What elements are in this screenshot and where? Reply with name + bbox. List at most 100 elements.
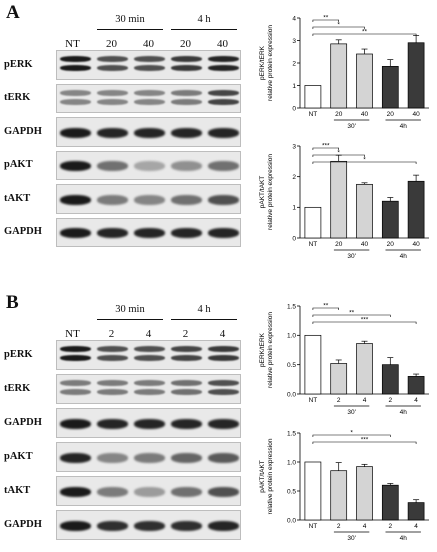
y-tick-label: 1.0: [287, 459, 296, 466]
blot-band: [171, 98, 202, 105]
blot-band: [208, 346, 239, 353]
lane-label: 4: [219, 328, 226, 340]
blot-band: [171, 65, 202, 72]
x-tick-label: 40: [412, 111, 420, 118]
bar: [381, 200, 399, 239]
blot-band: [134, 487, 165, 497]
y-axis-label: pAKT/tAKT: [259, 176, 266, 209]
blot-band: [208, 161, 239, 172]
significance-bracket: [312, 321, 417, 324]
lane-label: 2: [182, 328, 189, 340]
y-axis-label: pERK/tERK: [259, 332, 266, 367]
blot-strip: [56, 184, 241, 214]
blot-band: [208, 127, 239, 138]
blot-strip: [56, 50, 241, 80]
blot-strip: [56, 217, 241, 247]
blot-band: [208, 419, 239, 429]
bar: [330, 470, 348, 521]
lane-label: 20: [180, 38, 191, 50]
significance-bracket: [312, 314, 391, 317]
blot-row-label: GAPDH: [4, 417, 42, 428]
bar: [407, 376, 425, 395]
significance-bracket: [312, 19, 339, 22]
blot-band: [208, 89, 239, 96]
time-group-label: 4 h: [197, 14, 211, 25]
blot-band: [208, 380, 239, 387]
blot-band: [60, 453, 91, 463]
x-tick-label: NT: [309, 241, 318, 248]
blot-band: [60, 89, 91, 96]
blot-band: [134, 127, 165, 138]
group-label: 4h: [400, 253, 408, 260]
x-tick-label: 40: [361, 111, 369, 118]
x-tick-label: 20: [335, 241, 343, 248]
y-axis-label: relative protein expression: [267, 438, 274, 514]
bar: [304, 461, 322, 521]
chart-svg: pAKT/tAKT relative protein expression 0 1 2 3…: [259, 143, 429, 260]
blot-band: [171, 389, 202, 396]
significance-bracket: [312, 154, 365, 157]
significance-bracket: [312, 307, 339, 310]
y-tick-label: 1: [292, 83, 296, 90]
blot-band: [171, 380, 202, 387]
blot-strip: [56, 374, 241, 404]
chart-svg: pAKT/tAKT relative protein expression 0.0 0…: [259, 430, 429, 542]
blot-band: [134, 346, 165, 353]
blot-band: [134, 98, 165, 105]
x-tick-label: 20: [387, 241, 395, 248]
blot-row-label: pERK: [4, 349, 33, 360]
blot-band: [60, 56, 91, 63]
blot-row-label: tAKT: [4, 485, 31, 496]
lane-label: 40: [143, 38, 154, 50]
blot-band: [97, 521, 128, 531]
blot-band: [171, 355, 202, 362]
time-group-line: [96, 29, 164, 30]
significance-label: **: [362, 29, 368, 36]
blot-band: [171, 127, 202, 138]
blot-band: [134, 389, 165, 396]
y-tick-label: 0.5: [287, 488, 296, 495]
group-label: 30': [347, 253, 355, 260]
blot-band: [171, 228, 202, 239]
significance-label: ***: [322, 143, 330, 150]
blot-band: [97, 380, 128, 387]
blot-band: [97, 453, 128, 463]
significance-bracket: [312, 434, 391, 437]
bar: [304, 85, 322, 109]
blot-row-label: tERK: [4, 92, 31, 104]
blot-strip: [56, 476, 241, 506]
significance-bracket: [312, 26, 365, 29]
significance-label: ***: [361, 317, 369, 324]
y-tick-label: 2: [292, 174, 296, 181]
blot-band: [208, 228, 239, 239]
blot-band: [60, 228, 91, 239]
blot-band: [97, 161, 128, 172]
significance-label: ***: [361, 437, 369, 444]
blot-band: [97, 65, 128, 72]
x-tick-label: 2: [388, 397, 392, 404]
bar: [381, 66, 399, 109]
blot-band: [97, 355, 128, 362]
bar: [330, 43, 348, 109]
lane-label: 2: [108, 328, 115, 340]
x-tick-label: 4: [414, 523, 418, 530]
bar: [381, 484, 399, 521]
blot-band: [60, 521, 91, 531]
blot-band: [208, 65, 239, 72]
group-label: 30': [347, 123, 355, 130]
y-tick-label: 4: [292, 15, 296, 22]
lane-label: NT: [65, 328, 80, 340]
blot-band: [60, 346, 91, 353]
y-tick-label: 0: [292, 105, 296, 112]
y-tick-label: 2: [292, 60, 296, 67]
chart-svg: pERK/tERK relative protein expression 0 1 2 3…: [259, 15, 429, 130]
x-tick-label: 20: [387, 111, 395, 118]
blot-band: [134, 194, 165, 205]
y-axis-label: relative protein expression: [267, 154, 274, 230]
blot-row-label: GAPDH: [4, 226, 42, 238]
blot-band: [134, 228, 165, 239]
bar-chart-a-top: pERK/tERK relative protein expression 0 1 2 3…: [250, 10, 435, 138]
blot-band: [171, 346, 202, 353]
bar: [407, 180, 425, 239]
blot-band: [60, 355, 91, 362]
